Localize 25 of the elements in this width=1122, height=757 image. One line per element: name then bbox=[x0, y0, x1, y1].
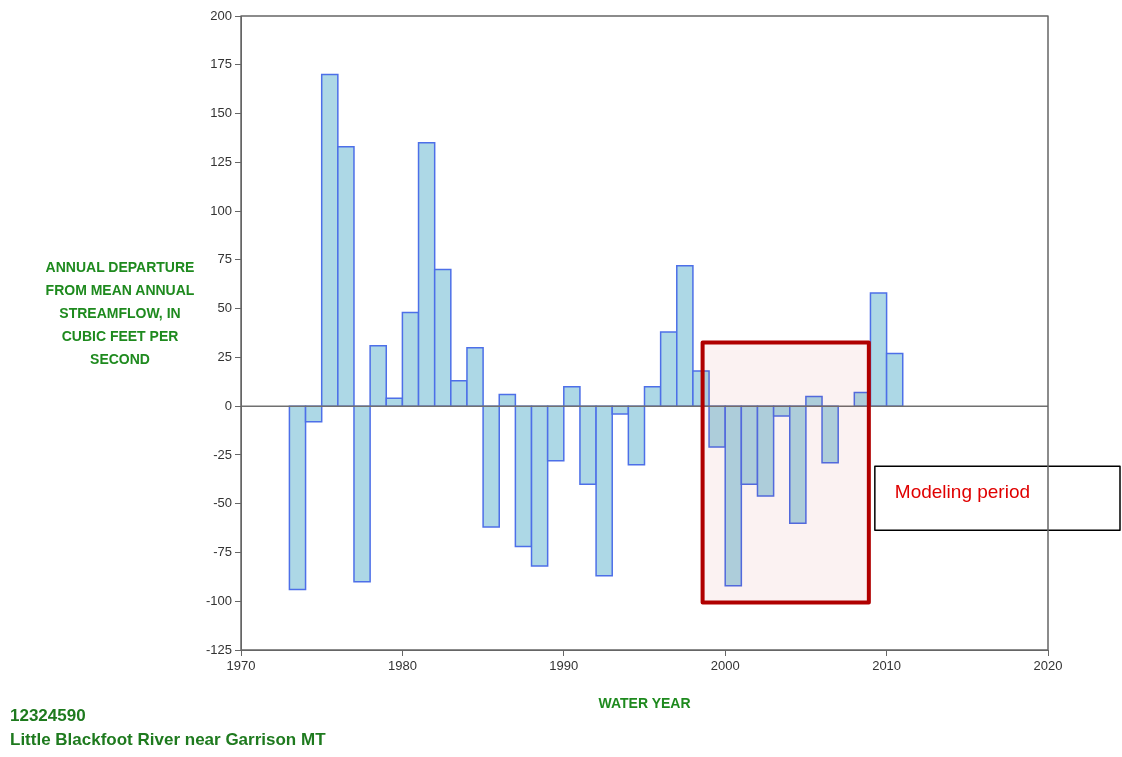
x-tick-label: 2010 bbox=[872, 658, 902, 674]
y-tick-label: -100 bbox=[205, 592, 232, 608]
y-tick-label: -125 bbox=[205, 641, 232, 657]
y-tick-label: -75 bbox=[213, 544, 232, 560]
x-tick-label: 2020 bbox=[1033, 658, 1063, 674]
x-tick-label: 1990 bbox=[549, 658, 579, 674]
x-tick-label: 2000 bbox=[710, 658, 740, 674]
y-tick-label: 100 bbox=[210, 202, 232, 218]
x-tick-label: 1970 bbox=[226, 658, 256, 674]
y-tick-label: 25 bbox=[217, 348, 232, 364]
band-label: Modeling period bbox=[894, 481, 1031, 503]
text: 12324590 bbox=[10, 705, 87, 727]
y-tick-label: 125 bbox=[210, 153, 232, 169]
y-tick-label: 150 bbox=[210, 105, 232, 121]
text: Little Blackfoot River near Garrison MT bbox=[10, 729, 326, 751]
y-axis-title: ANNUAL DEPARTURE FROM MEAN ANNUAL STREAMFLOW, IN CUBIC FEET PER SECOND bbox=[44, 258, 196, 369]
y-tick-label: -50 bbox=[213, 495, 232, 511]
x-axis-title: WATER YEAR bbox=[598, 695, 691, 712]
y-tick-label: 200 bbox=[210, 7, 232, 23]
x-tick-label: 1980 bbox=[387, 658, 417, 674]
y-tick-label: 0 bbox=[224, 397, 232, 413]
y-tick-label: 50 bbox=[217, 300, 232, 316]
y-tick-label: 75 bbox=[217, 251, 232, 267]
y-tick-label: 175 bbox=[210, 56, 232, 72]
y-tick-label: -25 bbox=[213, 446, 232, 462]
